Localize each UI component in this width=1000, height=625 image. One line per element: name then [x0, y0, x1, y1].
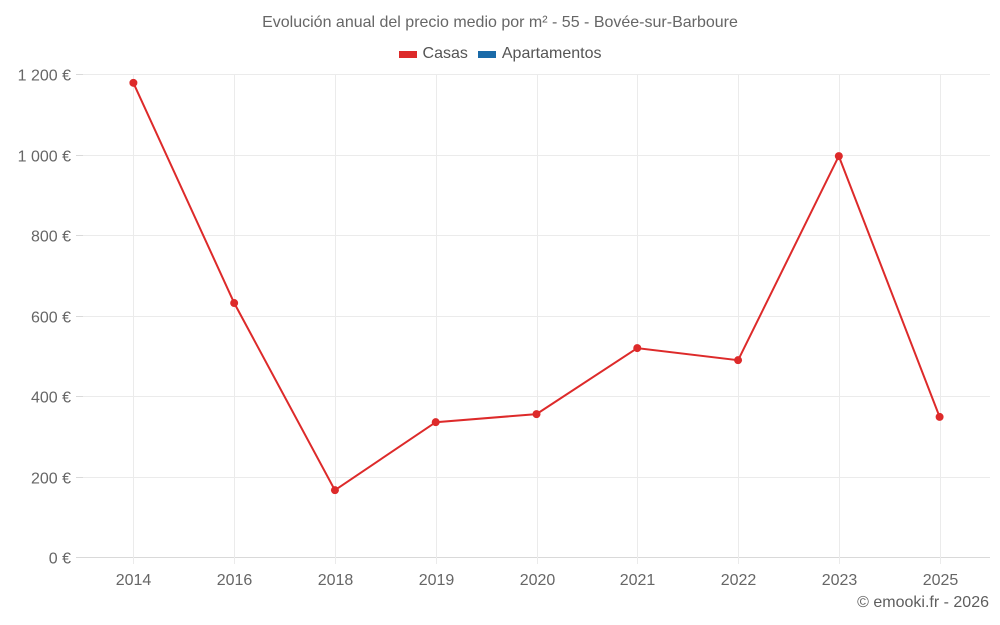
x-tick-label: 2019 [419, 572, 455, 589]
data-point[interactable] [532, 410, 541, 419]
y-tick-label: 0 € [49, 551, 71, 568]
data-point[interactable] [734, 356, 743, 365]
x-tick-label: 2022 [721, 572, 757, 589]
y-axis: 0 € 200 € 400 € 600 € 800 € 1 000 € 1 200 € [18, 68, 83, 568]
legend-item-apartamentos[interactable]: Apartamentos [477, 45, 602, 63]
legend-swatch-apartamentos [477, 50, 496, 58]
data-point[interactable] [129, 78, 138, 87]
chart-legend: Casas Apartamentos [0, 45, 1000, 63]
legend-item-casas[interactable]: Casas [398, 45, 468, 63]
y-tick-label: 400 € [31, 390, 71, 407]
y-tick-label: 1 000 € [18, 149, 71, 166]
series-casas [129, 78, 944, 495]
x-tick-label: 2018 [318, 572, 354, 589]
data-point[interactable] [330, 486, 339, 495]
x-axis: 2014 2016 2018 2019 2020 2021 2022 2023 2025 [116, 572, 959, 589]
legend-label-apartamentos: Apartamentos [501, 45, 602, 62]
data-point[interactable] [633, 344, 642, 353]
legend-label-casas: Casas [422, 45, 468, 62]
chart-title: Evolución anual del precio medio por m² … [262, 14, 738, 31]
x-tick-label: 2023 [822, 572, 858, 589]
y-tick-label: 600 € [31, 310, 71, 327]
data-point[interactable] [935, 412, 944, 421]
x-tick-label: 2025 [923, 572, 959, 589]
data-point[interactable] [230, 299, 239, 308]
x-tick-label: 2014 [116, 572, 152, 589]
y-tick-label: 200 € [31, 471, 71, 488]
x-tick-label: 2020 [520, 572, 556, 589]
grid-lines [83, 74, 990, 564]
x-tick-label: 2021 [620, 572, 656, 589]
legend-swatch-casas [398, 50, 417, 58]
copyright-credit: © emooki.fr - 2026 [857, 594, 989, 611]
y-tick-label: 1 200 € [18, 68, 71, 85]
data-point[interactable] [834, 152, 843, 161]
x-tick-label: 2016 [217, 572, 253, 589]
data-point[interactable] [431, 418, 440, 427]
y-tick-label: 800 € [31, 229, 71, 246]
series-line [132, 82, 941, 492]
